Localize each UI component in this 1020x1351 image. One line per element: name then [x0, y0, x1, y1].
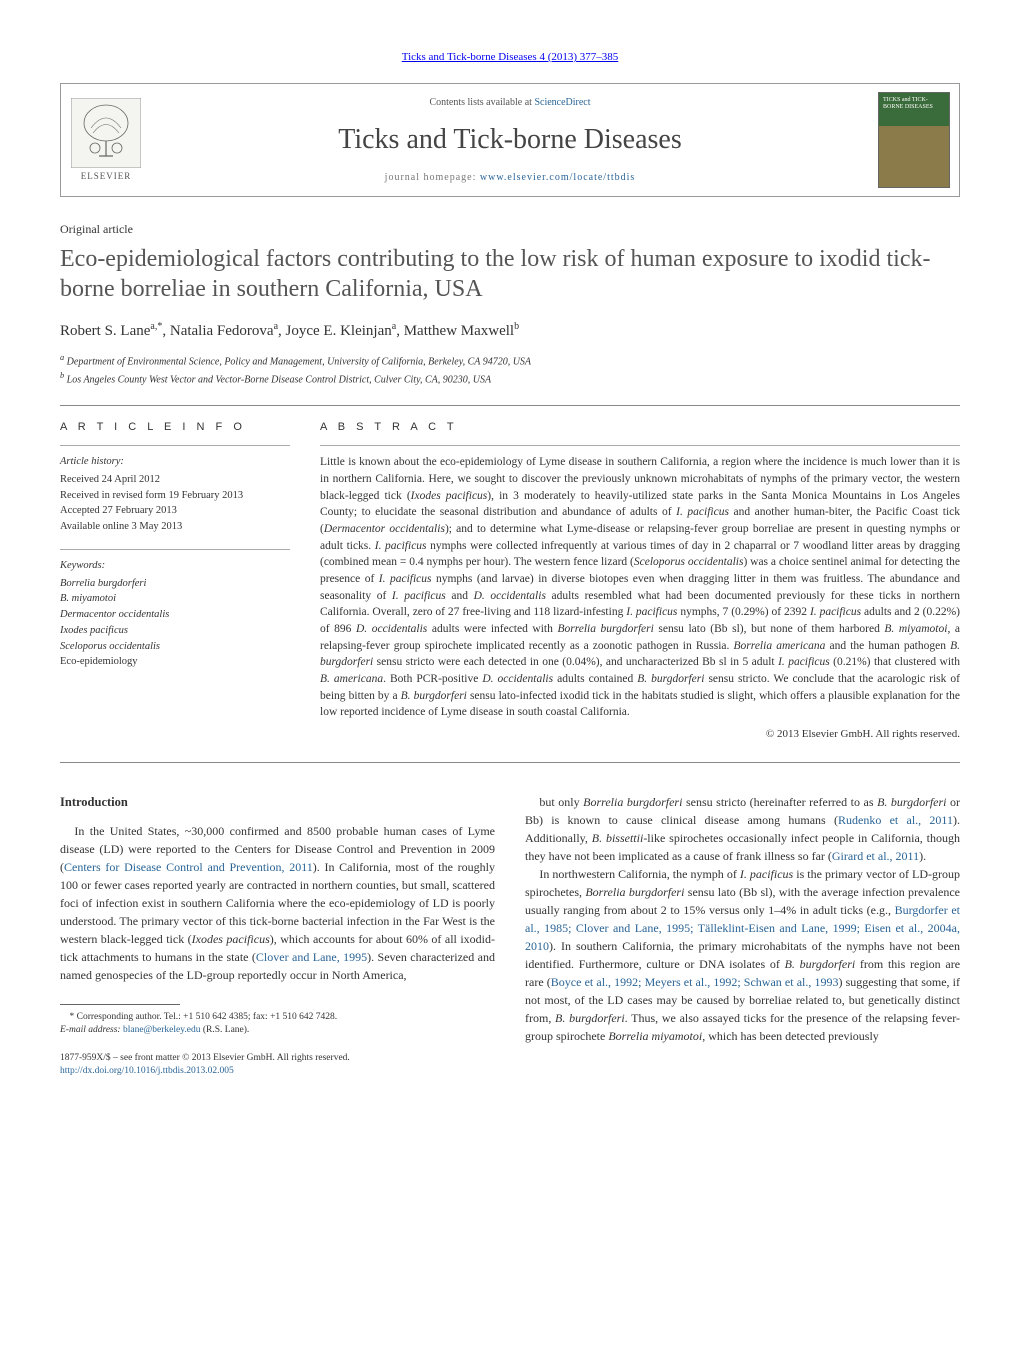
keywords: Keywords: Borrelia burgdorferi B. miyamo…	[60, 558, 290, 670]
contents-prefix: Contents lists available at	[429, 97, 534, 108]
history-line: Received in revised form 19 February 201…	[60, 488, 290, 504]
affiliation-b: b Los Angeles County West Vector and Vec…	[60, 370, 960, 387]
right-column: but only Borrelia burgdorferi sensu stri…	[525, 793, 960, 1078]
journal-header: ELSEVIER Contents lists available at Sci…	[60, 83, 960, 197]
running-header: Ticks and Tick-borne Diseases 4 (2013) 3…	[60, 50, 960, 65]
body-paragraph: In northwestern California, the nymph of…	[525, 865, 960, 1045]
journal-name: Ticks and Tick-borne Diseases	[338, 120, 682, 159]
journal-homepage: journal homepage: www.elsevier.com/locat…	[385, 171, 636, 185]
cover-title: TICKS and TICK-BORNE DISEASES	[883, 97, 945, 110]
doi-link[interactable]: http://dx.doi.org/10.1016/j.ttbdis.2013.…	[60, 1066, 234, 1076]
body-paragraph: but only Borrelia burgdorferi sensu stri…	[525, 793, 960, 865]
info-abstract-row: A R T I C L E I N F O Article history: R…	[60, 420, 960, 743]
issn-line: 1877-959X/$ – see front matter © 2013 El…	[60, 1052, 495, 1065]
keyword: Borrelia burgdorferi	[60, 576, 290, 592]
affiliation-a: a Department of Environmental Science, P…	[60, 352, 960, 369]
history-line: Received 24 April 2012	[60, 472, 290, 488]
homepage-link[interactable]: www.elsevier.com/locate/ttbdis	[480, 172, 635, 183]
abstract-copyright: © 2013 Elsevier GmbH. All rights reserve…	[320, 727, 960, 742]
keyword: B. miyamotoi	[60, 591, 290, 607]
keywords-label: Keywords:	[60, 558, 290, 574]
abstract: A B S T R A C T Little is known about th…	[320, 420, 960, 743]
section-heading: Introduction	[60, 793, 495, 812]
running-header-link[interactable]: Ticks and Tick-borne Diseases 4 (2013) 3…	[402, 51, 619, 63]
body-columns: Introduction In the United States, ~30,0…	[60, 793, 960, 1078]
contents-available: Contents lists available at ScienceDirec…	[429, 96, 590, 110]
history-label: Article history:	[60, 454, 290, 470]
history-line: Available online 3 May 2013	[60, 519, 290, 535]
divider	[60, 762, 960, 763]
cover-image: TICKS and TICK-BORNE DISEASES	[878, 92, 950, 188]
footnote-rule	[60, 1004, 180, 1005]
keyword: Ixodes pacificus	[60, 623, 290, 639]
bottom-meta: 1877-959X/$ – see front matter © 2013 El…	[60, 1052, 495, 1079]
article-type: Original article	[60, 221, 960, 238]
corresponding-footnote: * Corresponding author. Tel.: +1 510 642…	[60, 1011, 495, 1038]
journal-cover: TICKS and TICK-BORNE DISEASES	[869, 84, 959, 196]
keyword: Dermacentor occidentalis	[60, 607, 290, 623]
keyword: Sceloporus occidentalis	[60, 639, 290, 655]
abstract-heading: A B S T R A C T	[320, 420, 960, 435]
article-history: Article history: Received 24 April 2012 …	[60, 454, 290, 535]
divider	[60, 405, 960, 406]
body-paragraph: In the United States, ~30,000 confirmed …	[60, 822, 495, 984]
publisher-name: ELSEVIER	[81, 170, 132, 183]
email-label: E-mail address:	[60, 1025, 123, 1035]
article-info: A R T I C L E I N F O Article history: R…	[60, 420, 290, 743]
sciencedirect-link[interactable]: ScienceDirect	[534, 97, 590, 108]
author-list: Robert S. Lanea,*, Natalia Fedorovaa, Jo…	[60, 320, 960, 342]
keyword: Eco-epidemiology	[60, 654, 290, 670]
page: Ticks and Tick-borne Diseases 4 (2013) 3…	[0, 0, 1020, 1128]
elsevier-tree-icon	[71, 98, 141, 168]
header-center: Contents lists available at ScienceDirec…	[151, 84, 869, 196]
corresponding-text: * Corresponding author. Tel.: +1 510 642…	[70, 1012, 338, 1022]
homepage-prefix: journal homepage:	[385, 172, 480, 183]
affiliations: a Department of Environmental Science, P…	[60, 352, 960, 387]
history-line: Accepted 27 February 2013	[60, 503, 290, 519]
email-person: (R.S. Lane).	[200, 1025, 249, 1035]
corresponding-email[interactable]: blane@berkeley.edu	[123, 1025, 201, 1035]
article-title: Eco-epidemiological factors contributing…	[60, 244, 960, 304]
publisher-logo: ELSEVIER	[61, 84, 151, 196]
abstract-text: Little is known about the eco-epidemiolo…	[320, 454, 960, 721]
article-info-heading: A R T I C L E I N F O	[60, 420, 290, 435]
left-column: Introduction In the United States, ~30,0…	[60, 793, 495, 1078]
